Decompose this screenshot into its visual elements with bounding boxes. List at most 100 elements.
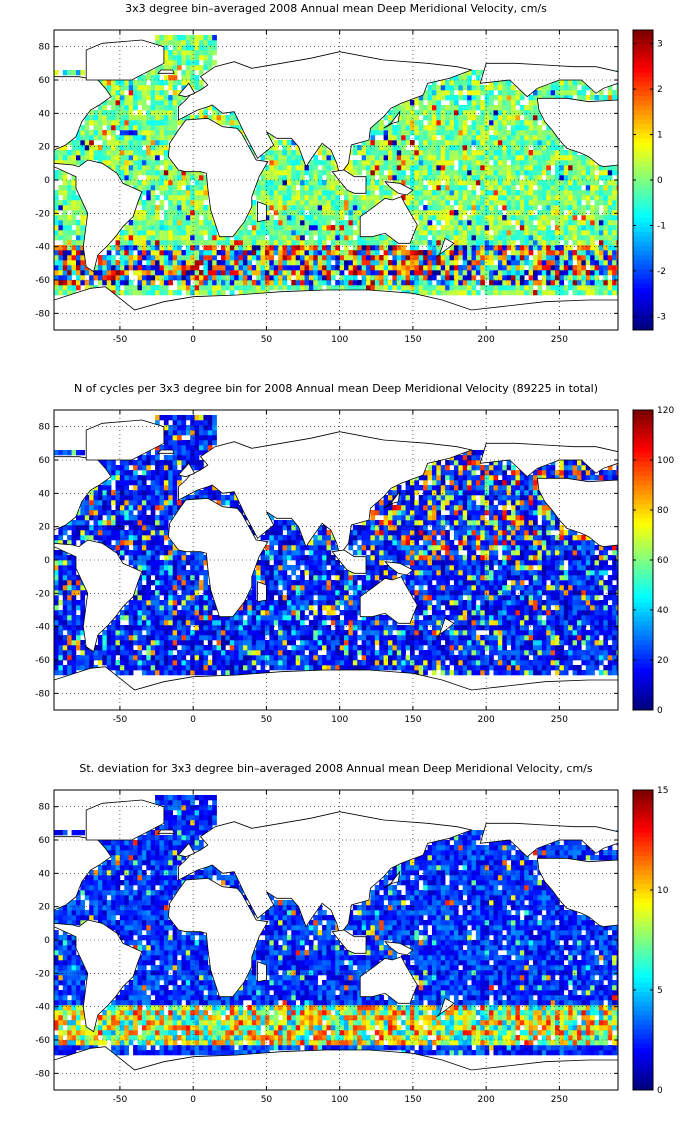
- heatmap-cell: [335, 270, 340, 275]
- heatmap-cell: [370, 195, 375, 200]
- heatmap-cell: [586, 230, 591, 235]
- heatmap-cell: [423, 215, 428, 220]
- heatmap-cell: [441, 205, 446, 210]
- heatmap-cell: [335, 285, 340, 290]
- heatmap-cell: [577, 290, 582, 295]
- heatmap-cell: [138, 280, 143, 285]
- heatmap-cell: [542, 275, 547, 280]
- heatmap-cell: [274, 270, 279, 275]
- heatmap-cell: [515, 200, 520, 205]
- heatmap-cell: [520, 165, 525, 170]
- heatmap-cell: [537, 155, 542, 160]
- heatmap-cell: [476, 650, 481, 655]
- heatmap-cell: [573, 230, 578, 235]
- heatmap-cell: [397, 135, 402, 140]
- heatmap-cell: [410, 195, 415, 200]
- heatmap-cell: [428, 180, 433, 185]
- heatmap-cell: [234, 665, 239, 670]
- heatmap-cell: [379, 645, 384, 650]
- heatmap-cell: [164, 235, 169, 240]
- heatmap-cell: [493, 155, 498, 160]
- heatmap-cell: [208, 660, 213, 665]
- heatmap-cell: [186, 65, 191, 70]
- heatmap-cell: [366, 255, 371, 260]
- heatmap-cell: [529, 150, 534, 155]
- heatmap-cell: [72, 140, 77, 145]
- heatmap-cell: [155, 130, 160, 135]
- heatmap-cell: [278, 285, 283, 290]
- heatmap-cell: [472, 235, 477, 240]
- heatmap-cell: [283, 655, 288, 660]
- heatmap-cell: [313, 240, 318, 245]
- heatmap-cell: [72, 195, 77, 200]
- colorbar-segment: [633, 30, 653, 35]
- heatmap-cell: [221, 665, 226, 670]
- heatmap-cell: [524, 105, 529, 110]
- heatmap-cell: [401, 175, 406, 180]
- heatmap-cell: [159, 85, 164, 90]
- heatmap-cell: [296, 645, 301, 650]
- heatmap-cell: [133, 260, 138, 265]
- heatmap-cell: [133, 655, 138, 660]
- heatmap-cell: [502, 645, 507, 650]
- heatmap-cell: [291, 635, 296, 640]
- heatmap-cell: [520, 285, 525, 290]
- heatmap-cell: [454, 140, 459, 145]
- heatmap-cell: [612, 205, 617, 210]
- heatmap-cell: [577, 180, 582, 185]
- heatmap-cell: [217, 275, 222, 280]
- heatmap-cell: [406, 120, 411, 125]
- heatmap-cell: [612, 215, 617, 220]
- heatmap-cell: [489, 210, 494, 215]
- heatmap-cell: [617, 230, 622, 235]
- heatmap-cell: [524, 175, 529, 180]
- heatmap-cell: [67, 645, 72, 650]
- heatmap-cell: [146, 160, 151, 165]
- heatmap-cell: [274, 230, 279, 235]
- heatmap-cell: [278, 165, 283, 170]
- heatmap-cell: [489, 135, 494, 140]
- heatmap-cell: [107, 150, 112, 155]
- heatmap-cell: [159, 250, 164, 255]
- heatmap-cell: [555, 225, 560, 230]
- heatmap-cell: [269, 215, 274, 220]
- heatmap-cell: [603, 250, 608, 255]
- heatmap-cell: [269, 180, 274, 185]
- heatmap-cell: [480, 140, 485, 145]
- heatmap-cell: [581, 205, 586, 210]
- heatmap-cell: [555, 205, 560, 210]
- heatmap-cell: [511, 100, 516, 105]
- heatmap-cell: [568, 215, 573, 220]
- heatmap-cell: [243, 640, 248, 645]
- heatmap-cell: [155, 160, 160, 165]
- heatmap-cell: [133, 155, 138, 160]
- heatmap-cell: [111, 90, 116, 95]
- heatmap-cell: [159, 80, 164, 85]
- heatmap-cell: [463, 235, 468, 240]
- heatmap-cell: [375, 280, 380, 285]
- heatmap-cell: [454, 100, 459, 105]
- heatmap-cell: [485, 145, 490, 150]
- heatmap-cell: [322, 255, 327, 260]
- heatmap-cell: [67, 220, 72, 225]
- colorbar-segment: [633, 185, 653, 190]
- heatmap-cell: [353, 275, 358, 280]
- heatmap-cell: [493, 200, 498, 205]
- heatmap-cell: [480, 105, 485, 110]
- heatmap-cell: [326, 160, 331, 165]
- heatmap-cell: [401, 160, 406, 165]
- heatmap-cell: [507, 110, 512, 115]
- heatmap-cell: [362, 150, 367, 155]
- heatmap-cell: [287, 235, 292, 240]
- heatmap-cell: [436, 280, 441, 285]
- heatmap-cell: [485, 95, 490, 100]
- heatmap-cell: [445, 215, 450, 220]
- heatmap-cell: [366, 660, 371, 665]
- heatmap-cell: [164, 90, 169, 95]
- heatmap-cell: [159, 635, 164, 640]
- heatmap-cell: [146, 265, 151, 270]
- colorbar-segment: [633, 138, 653, 143]
- heatmap-cell: [129, 290, 134, 295]
- heatmap-cell: [559, 205, 564, 210]
- heatmap-cell: [344, 650, 349, 655]
